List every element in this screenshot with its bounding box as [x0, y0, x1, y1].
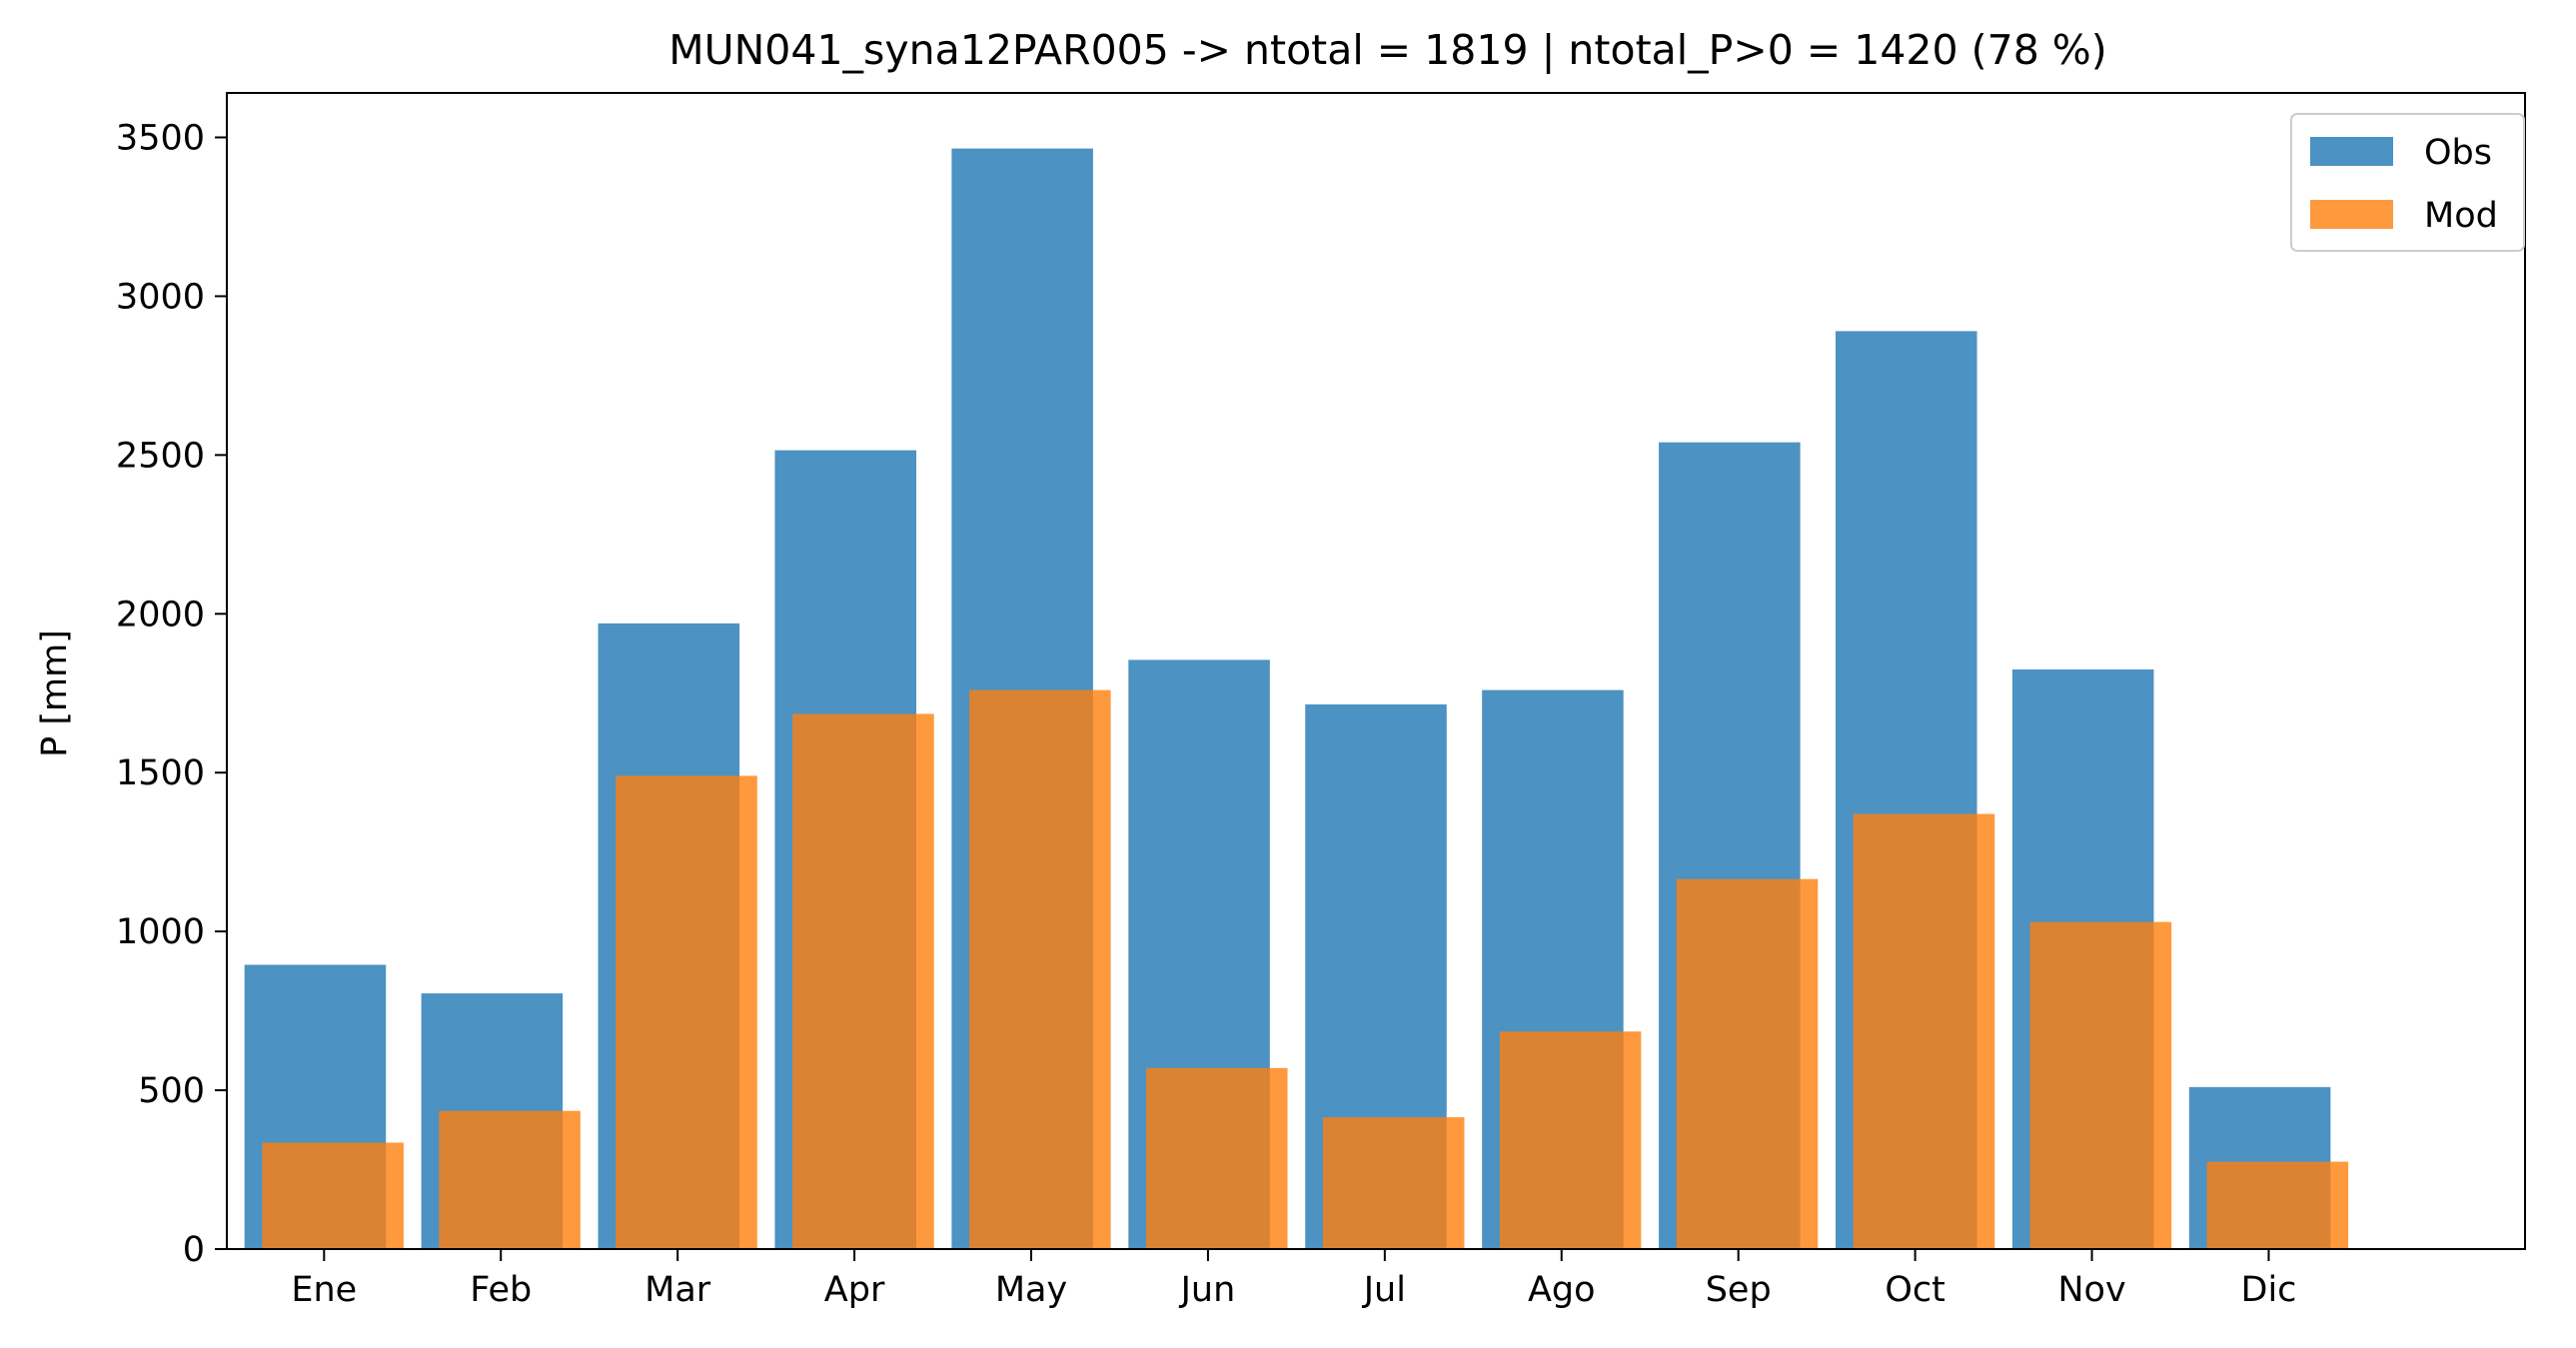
y-tick-label: 2000 — [116, 595, 205, 635]
y-tick-label: 3000 — [116, 277, 205, 317]
legend-swatch-obs — [2310, 137, 2393, 166]
x-tick-label: May — [995, 1270, 1067, 1310]
y-tick-label: 3500 — [116, 119, 205, 159]
x-tick-label: Ago — [1528, 1270, 1596, 1310]
bar-mod-nov — [2029, 921, 2172, 1249]
bar-mod-apr — [792, 713, 934, 1249]
x-tick-label: Sep — [1706, 1270, 1772, 1310]
y-tick-label: 500 — [138, 1071, 205, 1111]
bar-mod-mar — [616, 775, 757, 1249]
bar-mod-ago — [1499, 1031, 1642, 1249]
bars-layer — [244, 148, 2349, 1250]
bar-mod-oct — [1853, 813, 1995, 1249]
x-tick-label: Jun — [1179, 1270, 1236, 1310]
x-tick-label: Nov — [2057, 1270, 2125, 1310]
x-tick-label: Feb — [470, 1270, 532, 1310]
bar-mod-sep — [1676, 878, 1819, 1249]
axes-layer: 0 500 1000 1500 2000 2500 3000 3500 Ene Feb Mar Apr… — [116, 92, 2526, 1310]
y-tick-label: 1000 — [116, 912, 205, 952]
x-tick-label: Dic — [2241, 1270, 2297, 1310]
chart-title: MUN041_syna12PAR005 -> ntotal = 1819 | n… — [668, 26, 2107, 74]
bar-mod-dic — [2206, 1161, 2349, 1249]
x-tick-label: Ene — [291, 1270, 357, 1310]
y-tick-label: 1500 — [116, 753, 205, 793]
legend-swatch-mod — [2310, 200, 2393, 229]
legend: Obs Mod — [2290, 113, 2525, 252]
plot-frame — [226, 92, 2526, 1250]
bar-mod-ene — [262, 1142, 404, 1249]
bar-mod-jul — [1322, 1117, 1465, 1249]
x-tick-label: Oct — [1885, 1270, 1945, 1310]
bar-mod-feb — [439, 1110, 581, 1249]
x-tick-label: Jul — [1362, 1270, 1406, 1310]
bar-mod-jun — [1146, 1067, 1288, 1249]
y-tick-label: 2500 — [116, 436, 205, 476]
legend-label-mod: Mod — [2424, 196, 2498, 236]
x-tick-label: Mar — [644, 1270, 711, 1310]
bar-mod-may — [969, 689, 1111, 1249]
legend-label-obs: Obs — [2424, 133, 2492, 173]
y-axis-label: P [mm] — [35, 630, 75, 757]
y-tick-label: 0 — [183, 1230, 205, 1270]
x-tick-label: Apr — [824, 1270, 885, 1310]
